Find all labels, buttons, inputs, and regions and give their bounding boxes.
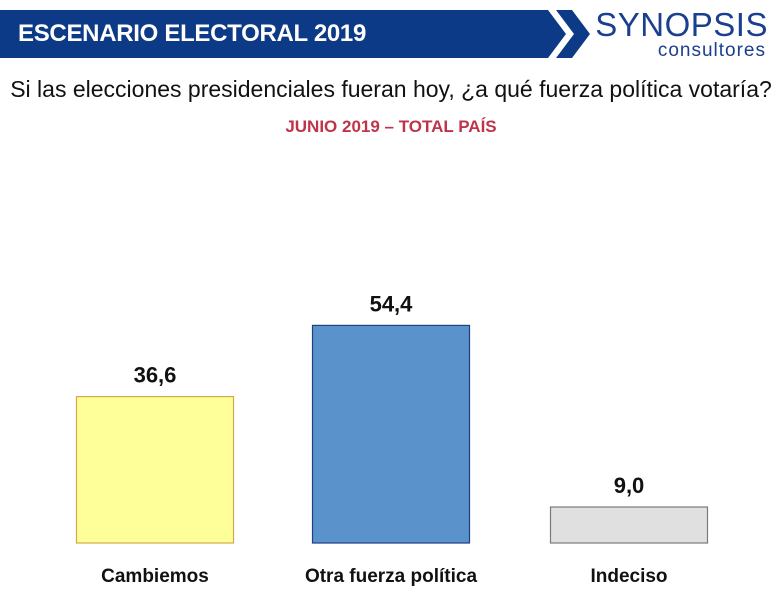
logo-name: SYNOPSIS: [595, 6, 768, 43]
bar-cambiemos: [75, 396, 235, 544]
header-banner: ESCENARIO ELECTORAL 2019: [0, 10, 600, 58]
synopsis-logo: SYNOPSIS consultores: [595, 6, 778, 62]
chart-question: Si las elecciones presidenciales fueran …: [10, 76, 772, 102]
banner-shape: [0, 10, 590, 58]
chart-subtitle: JUNIO 2019 – TOTAL PAÍS: [285, 117, 497, 136]
category-label: Otra fuerza política: [305, 566, 478, 587]
category-label: Indeciso: [590, 566, 667, 587]
bar-otra-fuerza-pol-tica: [311, 324, 471, 544]
category-label: Cambiemos: [101, 566, 209, 587]
data-label: 36,6: [134, 363, 177, 388]
data-label: 9,0: [614, 473, 645, 498]
logo-tagline: consultores: [657, 40, 766, 61]
bar-indeciso: [549, 506, 709, 544]
data-label: 54,4: [370, 291, 414, 316]
page-title: ESCENARIO ELECTORAL 2019: [18, 20, 367, 47]
